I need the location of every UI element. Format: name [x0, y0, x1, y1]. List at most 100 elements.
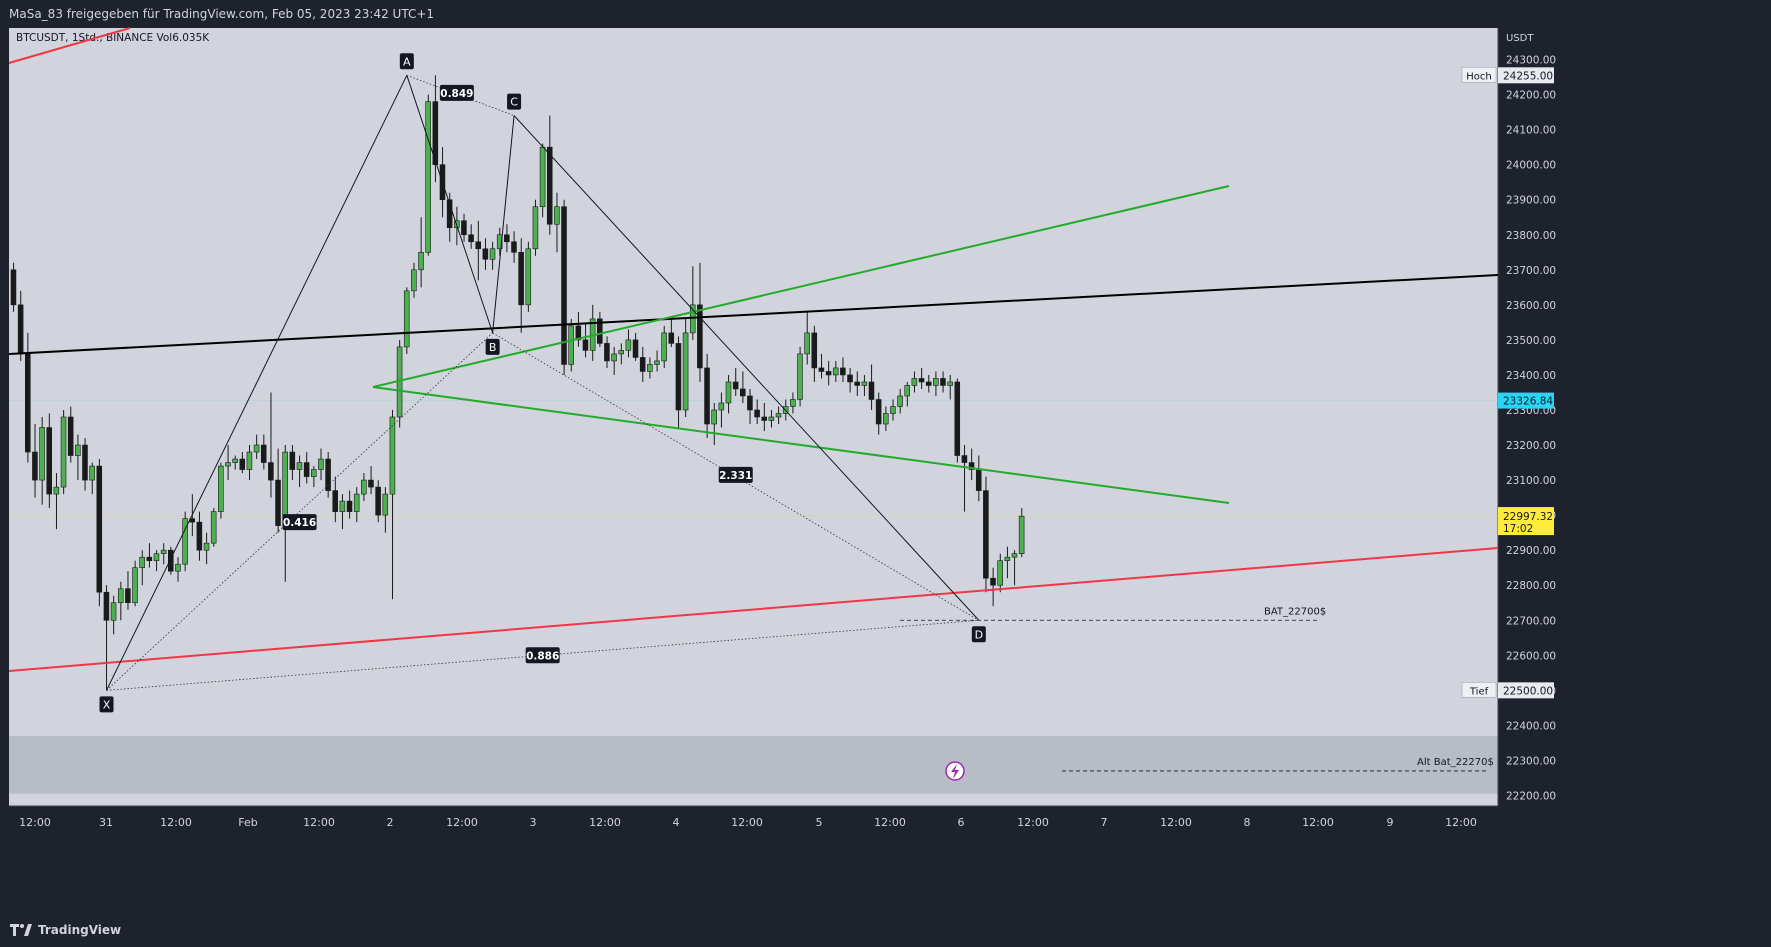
candle[interactable]	[196, 511, 203, 561]
pattern-point-x[interactable]: X	[99, 696, 114, 713]
candle[interactable]	[918, 367, 925, 389]
candle[interactable]	[318, 448, 324, 481]
candle[interactable]	[804, 311, 810, 365]
candle[interactable]	[568, 318, 574, 372]
candle[interactable]	[596, 311, 603, 347]
candle[interactable]	[511, 231, 517, 263]
candle[interactable]	[425, 94, 431, 256]
candle[interactable]	[697, 262, 703, 382]
price-axis[interactable]	[1498, 28, 1555, 806]
candle[interactable]	[732, 367, 739, 396]
candle[interactable]	[89, 462, 95, 495]
candle[interactable]	[75, 434, 81, 481]
candle[interactable]	[353, 487, 360, 523]
candle[interactable]	[468, 224, 474, 249]
candle[interactable]	[46, 413, 52, 509]
candle[interactable]	[82, 438, 88, 491]
candle[interactable]	[403, 287, 410, 354]
candle[interactable]	[139, 550, 145, 586]
candle[interactable]	[168, 546, 174, 575]
candle[interactable]	[496, 227, 503, 256]
candle[interactable]	[790, 392, 796, 414]
candle[interactable]	[103, 585, 110, 691]
candle[interactable]	[647, 357, 653, 379]
candle[interactable]	[125, 571, 131, 610]
candle[interactable]	[539, 143, 546, 218]
candle[interactable]	[525, 241, 532, 312]
candle[interactable]	[611, 346, 617, 375]
candle[interactable]	[53, 473, 60, 530]
candle[interactable]	[461, 213, 467, 242]
candle[interactable]	[725, 374, 732, 414]
candle[interactable]	[739, 371, 746, 403]
green-upper-line[interactable]	[372, 185, 1230, 388]
candle[interactable]	[489, 241, 496, 270]
candle[interactable]	[897, 388, 903, 414]
candle[interactable]	[961, 445, 968, 512]
candle[interactable]	[411, 262, 417, 298]
candle[interactable]	[246, 445, 253, 481]
candle[interactable]	[532, 199, 539, 256]
candle[interactable]	[582, 322, 589, 358]
candle[interactable]	[518, 238, 524, 333]
candle[interactable]	[968, 448, 975, 481]
candle[interactable]	[825, 360, 832, 386]
candle[interactable]	[775, 406, 782, 425]
ratio-label[interactable]: 2.331	[718, 466, 753, 483]
candle[interactable]	[346, 490, 353, 519]
high-label[interactable]: Hoch	[1461, 67, 1497, 83]
candle[interactable]	[361, 473, 367, 502]
candle[interactable]	[504, 224, 510, 253]
candle[interactable]	[232, 455, 238, 470]
candle[interactable]	[268, 392, 274, 498]
event-icon[interactable]	[945, 761, 965, 781]
pattern-leg-line[interactable]	[513, 115, 980, 621]
candle[interactable]	[854, 371, 860, 396]
candle[interactable]	[639, 346, 646, 382]
candle[interactable]	[682, 318, 689, 417]
candle[interactable]	[911, 371, 918, 393]
candle[interactable]	[389, 409, 396, 600]
symbol-legend[interactable]: BTCUSDT, 1Std., BINANCE Vol6.035K	[16, 32, 210, 44]
candle[interactable]	[704, 353, 710, 439]
candle[interactable]	[811, 325, 818, 382]
candle[interactable]	[332, 476, 338, 523]
candle[interactable]	[275, 448, 281, 533]
low-price-tag[interactable]: 22500.00	[1498, 682, 1554, 699]
candle[interactable]	[761, 402, 767, 432]
candle[interactable]	[96, 459, 103, 607]
pattern-point-d[interactable]: D	[971, 626, 986, 643]
candle[interactable]	[575, 311, 582, 347]
candle[interactable]	[954, 378, 961, 463]
black-trend-line[interactable]	[8, 274, 1499, 355]
candle[interactable]	[983, 476, 989, 593]
candle[interactable]	[475, 220, 481, 281]
candle[interactable]	[432, 75, 439, 183]
candle[interactable]	[368, 466, 374, 495]
ratio-label[interactable]: 0.849	[439, 84, 474, 101]
candle[interactable]	[675, 336, 682, 428]
candle[interactable]	[1011, 550, 1018, 586]
tradingview-logo[interactable]: TradingView	[10, 923, 121, 937]
candle[interactable]	[940, 371, 946, 393]
pattern-point-a[interactable]: A	[399, 53, 414, 70]
candle[interactable]	[933, 371, 939, 396]
candle[interactable]	[661, 325, 667, 368]
candle[interactable]	[668, 318, 675, 347]
candle[interactable]	[325, 452, 331, 498]
candle[interactable]	[175, 557, 181, 582]
crosshair-price-tag[interactable]: 23326.84	[1498, 392, 1554, 409]
candle[interactable]	[818, 353, 825, 379]
candle[interactable]	[339, 494, 346, 530]
candle[interactable]	[260, 434, 267, 470]
candle[interactable]	[632, 332, 639, 361]
candle[interactable]	[218, 462, 224, 519]
candle[interactable]	[146, 543, 153, 568]
candle[interactable]	[418, 217, 424, 288]
pattern-leg-line[interactable]	[406, 75, 494, 334]
candle[interactable]	[10, 262, 17, 312]
candle[interactable]	[832, 360, 839, 382]
candle[interactable]	[289, 445, 296, 481]
